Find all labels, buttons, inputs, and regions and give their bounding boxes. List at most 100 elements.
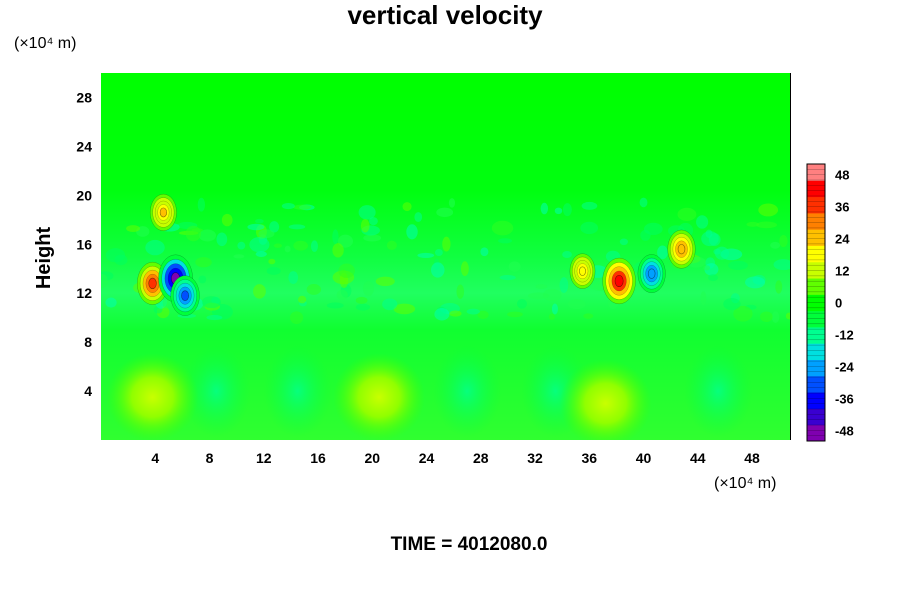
y-tick-label: 12	[76, 285, 92, 301]
texture-spot	[700, 291, 707, 306]
x-tick-label: 24	[419, 450, 435, 466]
colorbar-tick-label: -12	[835, 327, 854, 342]
texture-spot	[197, 197, 206, 212]
colorbar-tick-label: -36	[835, 391, 854, 406]
velocity-extremum	[667, 229, 696, 269]
texture-spot	[456, 284, 465, 299]
texture-spot	[363, 234, 382, 242]
texture-spot	[284, 245, 291, 253]
texture-spot	[417, 252, 435, 258]
y-tick-label: 20	[76, 187, 92, 203]
colorbar-swatch	[807, 294, 825, 312]
plot-area	[101, 73, 790, 440]
x-tick-label: 12	[256, 450, 272, 466]
x-tick-label: 44	[690, 450, 706, 466]
texture-spot	[701, 231, 719, 247]
contour-level	[677, 244, 686, 255]
texture-spot	[708, 274, 719, 282]
x-tick-label: 48	[744, 450, 760, 466]
texture-spot	[126, 225, 140, 232]
lower-blob	[559, 359, 652, 440]
texture-spot	[773, 259, 790, 271]
texture-spot	[360, 218, 370, 233]
velocity-extremum	[170, 275, 200, 316]
texture-spot	[779, 235, 788, 248]
colorbar-swatch	[807, 229, 825, 246]
texture-spot	[677, 207, 697, 221]
colorbar-tick-label: 48	[835, 168, 849, 183]
cyan-band	[433, 345, 502, 438]
texture-spot	[375, 276, 395, 287]
texture-spot	[723, 297, 741, 311]
colorbar-swatch	[807, 408, 825, 426]
colorbar-swatch	[807, 359, 825, 377]
texture-spot	[548, 313, 556, 320]
x-tick-label: 4	[151, 450, 159, 466]
texture-spot	[369, 217, 378, 226]
features-layer	[106, 193, 696, 440]
texture-spot	[105, 297, 117, 308]
y-ticks: 4 8 12 16 20 24 28	[76, 89, 92, 399]
velocity-extremum	[569, 253, 596, 289]
x-tick-label: 16	[310, 450, 326, 466]
texture-spot	[338, 263, 355, 278]
contour-level	[579, 266, 586, 276]
texture-spot	[288, 271, 299, 284]
texture-spot	[448, 198, 456, 208]
texture-spot	[771, 311, 780, 323]
x-tick-label: 8	[206, 450, 214, 466]
texture-spot	[191, 228, 204, 233]
texture-spot	[358, 205, 376, 220]
contour-level	[647, 268, 656, 279]
texture-spot	[449, 310, 462, 317]
texture-spot	[268, 258, 276, 265]
texture-spot	[233, 254, 245, 259]
texture-spot	[216, 232, 228, 247]
x-tick-label: 20	[364, 450, 380, 466]
texture-spot	[253, 284, 266, 299]
texture-spot	[332, 243, 344, 258]
texture-spot	[507, 311, 523, 318]
texture-spot	[580, 221, 599, 235]
texture-spot	[542, 288, 562, 302]
texture-spot	[269, 221, 280, 233]
colorbar: 48 36 24 12 0 -12 -24 -36 -48	[806, 163, 855, 442]
contour-level	[159, 207, 167, 218]
x-tick-label: 32	[527, 450, 543, 466]
texture-spot	[293, 204, 312, 210]
texture-spot	[414, 212, 423, 223]
velocity-extremum	[637, 254, 666, 293]
y-tick-label: 8	[84, 334, 92, 350]
colorbar-swatch	[807, 180, 825, 198]
time-label: TIME = 4012080.0	[391, 534, 548, 555]
texture-spot	[567, 299, 586, 310]
texture-spot	[306, 284, 322, 295]
texture-spot	[393, 303, 416, 315]
texture-spot	[434, 249, 443, 256]
texture-spot	[281, 202, 295, 210]
texture-spot	[498, 238, 512, 244]
y-tick-label: 24	[76, 138, 92, 154]
texture-spot	[332, 229, 339, 245]
velocity-extremum	[602, 257, 636, 305]
colorbar-swatch	[807, 392, 825, 409]
texture-spot	[266, 266, 281, 275]
texture-spot	[728, 260, 748, 271]
texture-spot	[289, 311, 304, 325]
texture-spot	[249, 236, 270, 253]
texture-spot	[760, 311, 773, 323]
cyan-band	[263, 345, 332, 438]
colorbar-swatch	[807, 212, 825, 230]
y-tick-label: 28	[76, 89, 92, 105]
y-tick-label: 16	[76, 236, 92, 252]
cyan-band	[684, 345, 753, 438]
colorbar-swatch	[807, 196, 825, 214]
texture-spot	[562, 251, 572, 258]
texture-spot	[466, 308, 481, 315]
texture-spot	[255, 251, 267, 258]
texture-spot	[480, 247, 489, 257]
contour-level	[181, 290, 189, 301]
texture-spot	[733, 305, 753, 322]
texture-spot	[714, 246, 730, 260]
texture-spot	[221, 213, 233, 227]
